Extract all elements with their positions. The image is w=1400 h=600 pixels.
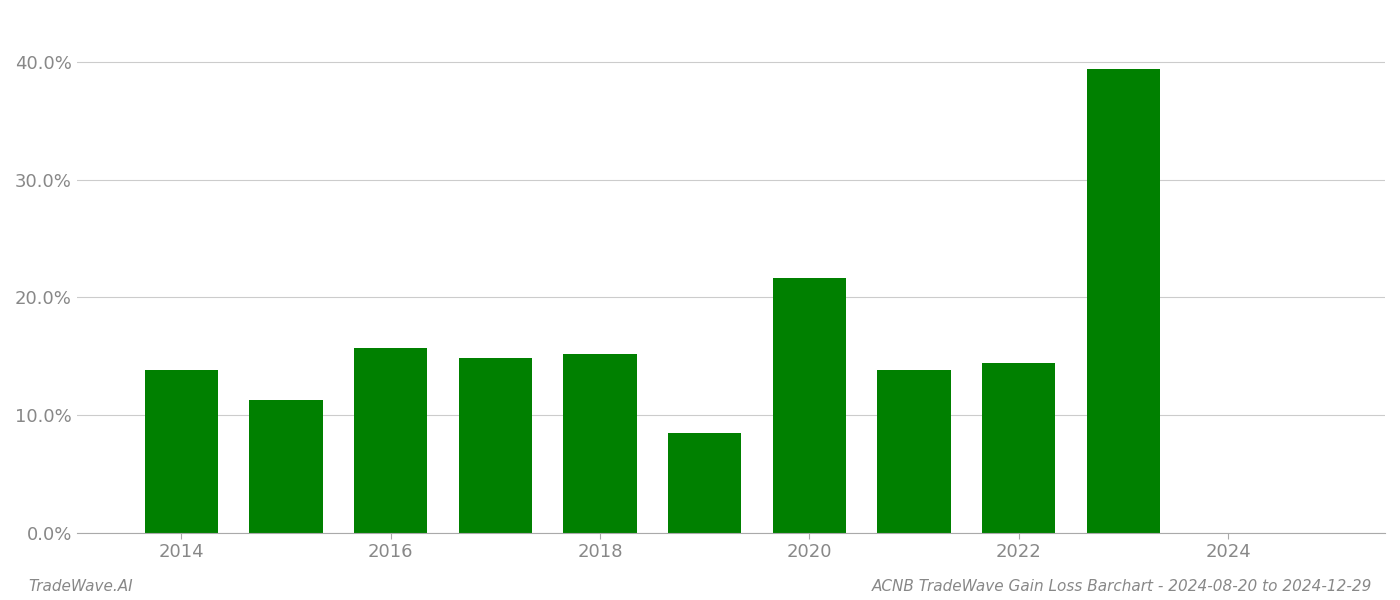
Text: TradeWave.AI: TradeWave.AI — [28, 579, 133, 594]
Bar — [249, 400, 322, 533]
Bar — [668, 433, 742, 533]
Bar — [144, 370, 218, 533]
Text: ACNB TradeWave Gain Loss Barchart - 2024-08-20 to 2024-12-29: ACNB TradeWave Gain Loss Barchart - 2024… — [872, 579, 1372, 594]
Bar — [981, 363, 1056, 533]
Bar — [354, 348, 427, 533]
Bar — [773, 278, 846, 533]
Bar — [563, 354, 637, 533]
Bar — [878, 370, 951, 533]
Bar — [459, 358, 532, 533]
Bar — [1086, 69, 1161, 533]
